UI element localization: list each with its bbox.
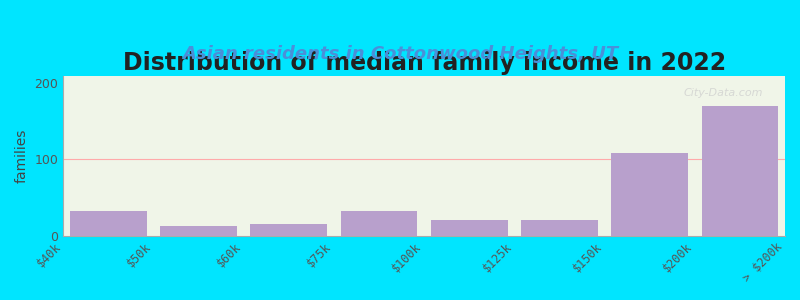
- Bar: [431, 220, 507, 236]
- Bar: [341, 211, 418, 236]
- Title: Distribution of median family income in 2022: Distribution of median family income in …: [122, 51, 726, 75]
- Bar: [70, 211, 146, 236]
- Text: City-Data.com: City-Data.com: [684, 88, 763, 98]
- Bar: [702, 106, 778, 236]
- Y-axis label: families: families: [15, 128, 29, 183]
- Bar: [611, 153, 688, 236]
- Text: Asian residents in Cottonwood Heights, UT: Asian residents in Cottonwood Heights, U…: [182, 45, 618, 63]
- Bar: [250, 224, 327, 236]
- Bar: [160, 226, 237, 236]
- Bar: [521, 220, 598, 236]
